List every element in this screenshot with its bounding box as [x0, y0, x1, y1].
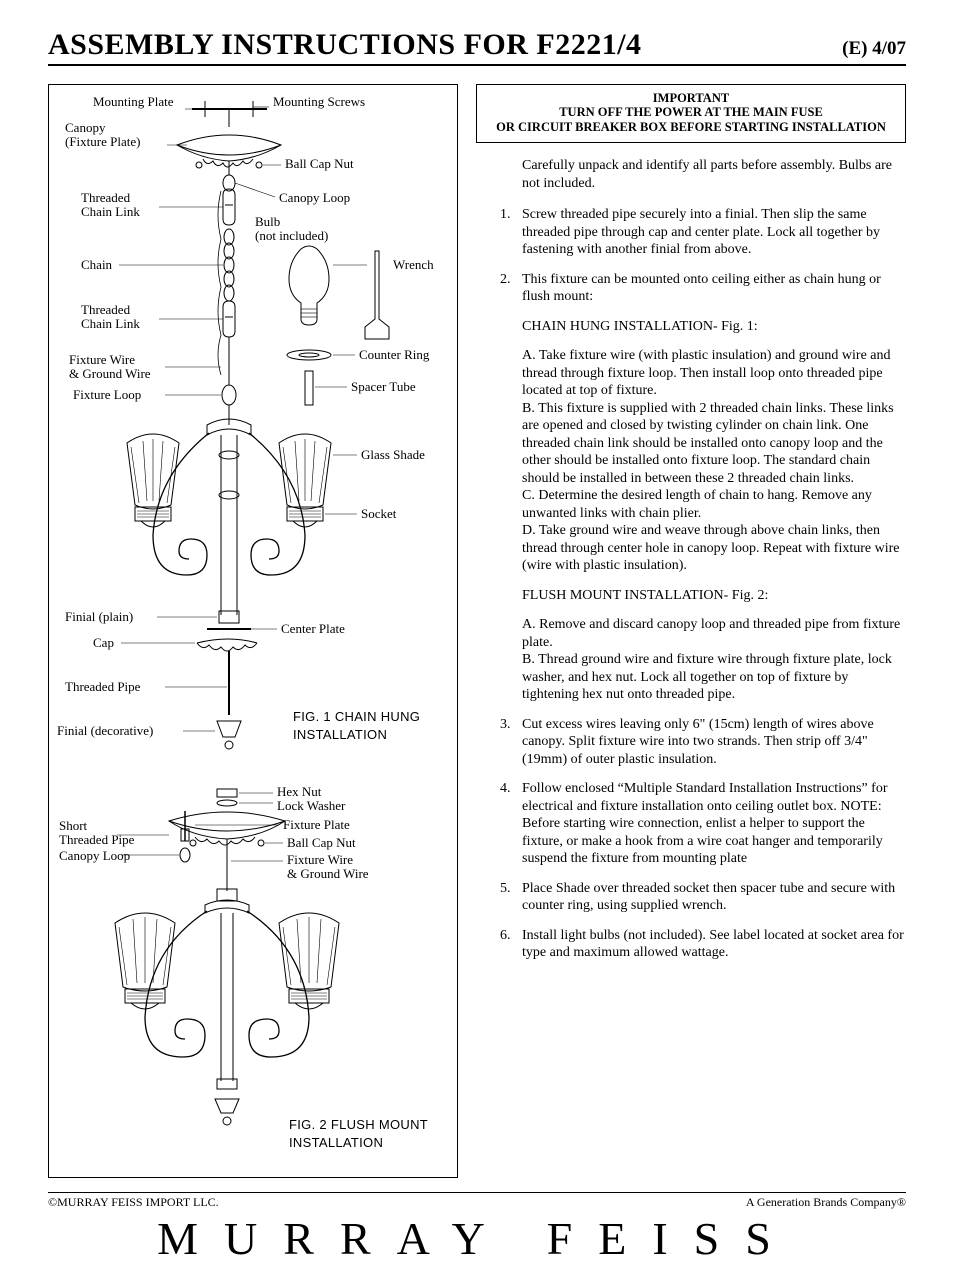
- label-ground-wire: & Ground Wire: [69, 367, 151, 381]
- chain-b: B. This fixture is supplied with 2 threa…: [522, 400, 906, 488]
- label-threaded-pipe: Threaded Pipe: [65, 680, 140, 694]
- label-mounting-screws: Mounting Screws: [273, 95, 365, 109]
- chain-hung-head: CHAIN HUNG INSTALLATION- Fig. 1:: [522, 318, 906, 336]
- step-num: 1.: [500, 206, 511, 224]
- warning-box: IMPORTANT TURN OFF THE POWER AT THE MAIN…: [476, 84, 906, 143]
- chain-a: A. Take fixture wire (with plastic insul…: [522, 347, 906, 400]
- step-num: 5.: [500, 880, 511, 898]
- step-6-text: Install light bulbs (not included). See …: [522, 928, 904, 961]
- instructions-body: Carefully unpack and identify all parts …: [476, 157, 906, 962]
- label-mounting-plate: Mounting Plate: [93, 95, 174, 109]
- warning-line-1: IMPORTANT: [483, 91, 899, 105]
- label-ball-cap-nut-2: Ball Cap Nut: [287, 836, 356, 850]
- flush-head: FLUSH MOUNT INSTALLATION- Fig. 2:: [522, 587, 906, 605]
- unpack-text: Carefully unpack and identify all parts …: [522, 157, 906, 192]
- label-chain-link-1: Chain Link: [81, 205, 140, 219]
- figure-1: Mounting Plate Mounting Screws Canopy (F…: [57, 95, 449, 775]
- label-bulb-note: (not included): [255, 229, 328, 243]
- label-chain: Chain: [81, 258, 112, 272]
- step-1-text: Screw threaded pipe securely into a fini…: [522, 207, 880, 257]
- step-2-text: This fixture can be mounted onto ceiling…: [522, 272, 881, 305]
- content-columns: Mounting Plate Mounting Screws Canopy (F…: [48, 84, 906, 1178]
- label-canopy-loop: Canopy Loop: [279, 191, 350, 205]
- label-finial-plain: Finial (plain): [65, 610, 133, 624]
- label-wrench: Wrench: [393, 258, 434, 272]
- copyright-text: ©MURRAY FEISS IMPORT LLC.: [48, 1195, 219, 1210]
- warning-line-3: OR CIRCUIT BREAKER BOX BEFORE STARTING I…: [483, 120, 899, 134]
- fig1-caption-1: FIG. 1 CHAIN HUNG: [293, 709, 420, 724]
- page-title: ASSEMBLY INSTRUCTIONS FOR F2221/4: [48, 28, 642, 62]
- label-ball-cap-nut: Ball Cap Nut: [285, 157, 354, 171]
- label-chain-link-2: Chain Link: [81, 317, 140, 331]
- step-num: 3.: [500, 716, 511, 734]
- footer-row: ©MURRAY FEISS IMPORT LLC. A Generation B…: [48, 1192, 906, 1210]
- header-row: ASSEMBLY INSTRUCTIONS FOR F2221/4 (E) 4/…: [48, 28, 906, 66]
- step-num: 6.: [500, 927, 511, 945]
- step-num: 4.: [500, 780, 511, 798]
- fig2-caption-1: FIG. 2 FLUSH MOUNT: [289, 1117, 428, 1132]
- step-3: 3. Cut excess wires leaving only 6" (15cm…: [500, 716, 906, 769]
- label-canopy-loop-2: Canopy Loop: [59, 849, 130, 863]
- page-date: (E) 4/07: [842, 38, 906, 60]
- step-num: 2.: [500, 271, 511, 289]
- label-ground-wire-2: & Ground Wire: [287, 867, 369, 881]
- step-5-text: Place Shade over threaded socket then sp…: [522, 881, 895, 914]
- label-fixture-plate-paren: (Fixture Plate): [65, 135, 140, 149]
- step-6: 6. Install light bulbs (not included). Se…: [500, 927, 906, 962]
- label-spacer-tube: Spacer Tube: [351, 380, 416, 394]
- label-fixture-loop: Fixture Loop: [73, 388, 141, 402]
- flush-a: A. Remove and discard canopy loop and th…: [522, 616, 906, 651]
- figure-2: Hex Nut Lock Washer Short Threaded Pipe …: [57, 781, 449, 1161]
- step-3-text: Cut excess wires leaving only 6" (15cm) …: [522, 717, 874, 767]
- step-2: 2. This fixture can be mounted onto ceili…: [500, 271, 906, 306]
- label-socket: Socket: [361, 507, 396, 521]
- tagline-text: A Generation Brands Company®: [746, 1195, 906, 1210]
- step-4-text: Follow enclosed “Multiple Standard Insta…: [522, 781, 887, 866]
- fig1-caption-2: INSTALLATION: [293, 727, 387, 742]
- fig2-caption-2: INSTALLATION: [289, 1135, 383, 1150]
- flush-b: B. Thread ground wire and fixture wire t…: [522, 651, 906, 704]
- brand-logo: MURRAY FEISS: [48, 1212, 906, 1265]
- instructions-panel: IMPORTANT TURN OFF THE POWER AT THE MAIN…: [476, 84, 906, 1178]
- chain-c: C. Determine the desired length of chain…: [522, 487, 906, 522]
- step-5: 5. Place Shade over threaded socket then …: [500, 880, 906, 915]
- chain-d: D. Take ground wire and weave through ab…: [522, 522, 906, 575]
- warning-line-2: TURN OFF THE POWER AT THE MAIN FUSE: [483, 105, 899, 119]
- diagram-panel: Mounting Plate Mounting Screws Canopy (F…: [48, 84, 458, 1178]
- label-glass-shade: Glass Shade: [361, 448, 425, 462]
- label-short-2: Threaded Pipe: [59, 833, 134, 847]
- label-lock-washer: Lock Washer: [277, 799, 345, 813]
- step-1: 1. Screw threaded pipe securely into a fi…: [500, 206, 906, 259]
- label-fixture-plate-2: Fixture Plate: [283, 818, 350, 832]
- label-counter-ring: Counter Ring: [359, 348, 429, 362]
- label-center-plate: Center Plate: [281, 622, 345, 636]
- step-4: 4. Follow enclosed “Multiple Standard Ins…: [500, 780, 906, 868]
- label-finial-decorative: Finial (decorative): [57, 724, 153, 738]
- label-cap: Cap: [93, 636, 114, 650]
